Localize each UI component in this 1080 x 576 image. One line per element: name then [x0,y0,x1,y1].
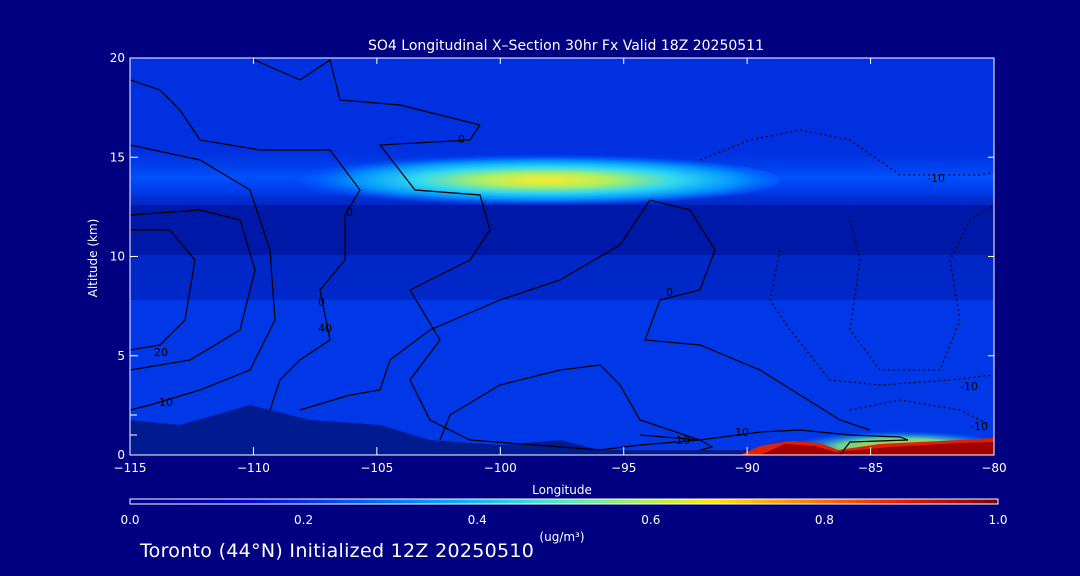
footer-caption: Toronto (44°N) Initialized 12Z 20250510 [140,540,535,562]
colorbar-tick-label: 0.2 [294,513,313,527]
contour-label: -10 [960,380,978,393]
field-dark-band [130,205,994,255]
contour-label: -10 [155,396,173,409]
contour-dotted [769,249,994,386]
contour-label: 0 [666,286,673,299]
colorbar-unit: (ug/m³) [539,530,584,544]
field-plume-14km [260,154,780,206]
x-tick-label: −80 [981,461,1006,475]
contour-label: 20 [154,346,168,359]
contour-dotted [699,129,994,176]
contour-line [249,58,701,451]
contour-line [639,429,909,455]
x-tick-label: −100 [484,461,517,475]
y-axis: 0 5 10 15 20 [110,51,994,462]
colorbar-tick-label: 0.0 [120,513,139,527]
contour-dotted [849,399,991,426]
y-tick-label: 20 [110,51,125,65]
colorbar-gradient [130,499,998,504]
x-tick-label: −90 [734,461,759,475]
contour-dotted [849,204,994,371]
contour-label: -10 [970,420,988,433]
x-tick-label: −105 [360,461,393,475]
colorbar: 0.0 0.2 0.4 0.6 0.8 1.0 (ug/m³) [120,498,1008,544]
chart-title: SO4 Longitudinal X–Section 30hr Fx Valid… [368,38,764,54]
y-axis-label: Altitude (km) [86,219,100,298]
colorbar-tick-label: 0.4 [468,513,487,527]
contour-label: 10 [735,426,749,439]
plot-area [130,58,994,455]
y-tick-label: 10 [110,250,125,264]
colorbar-ticks: 0.0 0.2 0.4 0.6 0.8 1.0 [120,513,1007,527]
field-surface-core [760,442,994,455]
contour-line [130,144,276,411]
contour-line [299,199,871,431]
colorbar-tick-label: 1.0 [988,513,1007,527]
contour-label: 0 [458,133,465,146]
contour-line [130,209,256,371]
colorbar-tick-label: 0.8 [815,513,834,527]
x-tick-label: −85 [858,461,883,475]
y-tick-label: 5 [117,349,125,363]
x-tick-label: −95 [611,461,636,475]
x-axis-label: Longitude [532,483,592,497]
contour-label: 40 [318,322,332,335]
x-tick-label: −110 [237,461,270,475]
colorbar-tick-label: 0.6 [641,513,660,527]
field-terrain-shadow [130,405,994,455]
contour-line [130,229,196,351]
colorbar-frame [129,498,999,505]
y-tick-label: 15 [110,150,125,164]
contour-label: 0 [318,296,325,309]
x-axis: −115 −110 −105 −100 −95 −90 −85 −80 [114,58,1007,475]
contour-label: -10 [927,172,945,185]
x-tick-label: −115 [114,461,147,475]
contour-label: 10 [676,434,690,447]
y-tick-label: 0 [117,448,125,462]
contour-label: 0 [346,206,353,219]
contour-line [130,79,361,411]
contour-line [439,364,714,451]
